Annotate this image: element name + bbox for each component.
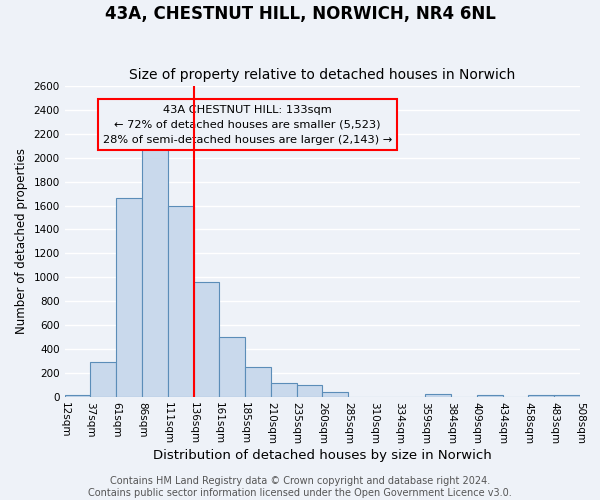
Bar [554,395,580,397]
Bar [322,392,348,397]
X-axis label: Distribution of detached houses by size in Norwich: Distribution of detached houses by size … [153,450,492,462]
Bar [91,362,116,397]
Title: Size of property relative to detached houses in Norwich: Size of property relative to detached ho… [129,68,515,82]
Bar [193,282,219,397]
Text: 43A CHESTNUT HILL: 133sqm
← 72% of detached houses are smaller (5,523)
28% of se: 43A CHESTNUT HILL: 133sqm ← 72% of detac… [103,104,392,145]
Bar [65,394,91,397]
Bar [245,367,271,397]
Bar [142,142,168,397]
Bar [477,394,503,397]
Bar [296,385,322,397]
Text: Contains HM Land Registry data © Crown copyright and database right 2024.
Contai: Contains HM Land Registry data © Crown c… [88,476,512,498]
Bar [168,206,193,397]
Bar [219,336,245,397]
Bar [425,394,451,397]
Text: 43A, CHESTNUT HILL, NORWICH, NR4 6NL: 43A, CHESTNUT HILL, NORWICH, NR4 6NL [104,5,496,23]
Bar [271,382,296,397]
Y-axis label: Number of detached properties: Number of detached properties [15,148,28,334]
Bar [529,394,554,397]
Bar [116,198,142,397]
